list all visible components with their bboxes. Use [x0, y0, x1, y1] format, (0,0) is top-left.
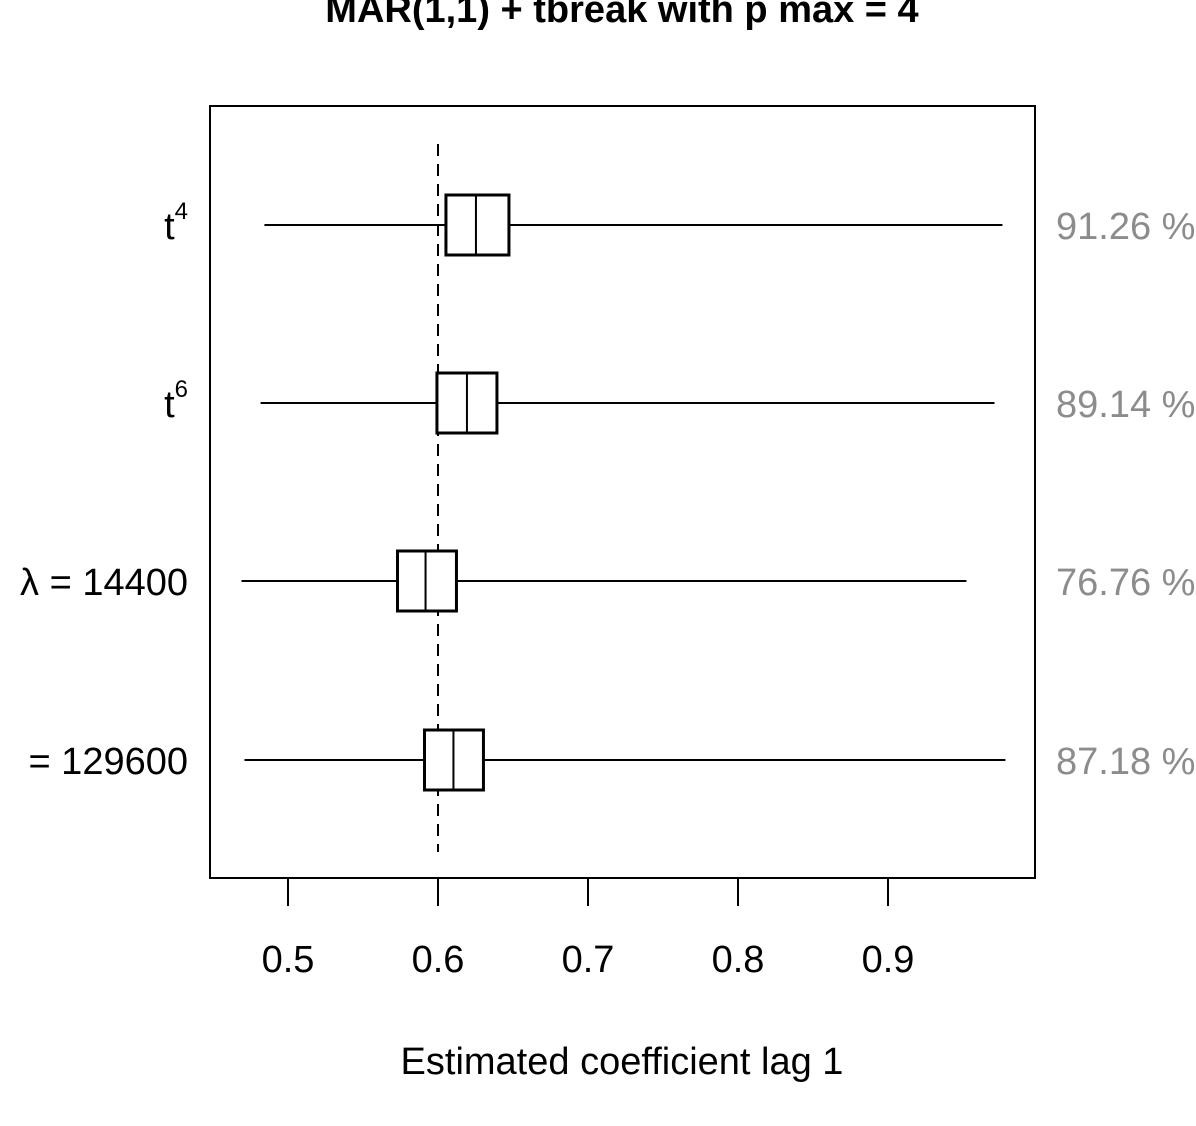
row-label: t4	[164, 198, 188, 248]
row-label-superscript: 6	[175, 376, 188, 403]
x-tick-label: 0.5	[262, 939, 315, 981]
row-label-base: = 129600	[28, 741, 188, 783]
x-tick-label: 0.8	[712, 939, 765, 981]
forest-row: t6 89.14 %	[164, 371, 1195, 435]
row-label: λ = 14400	[20, 562, 188, 604]
plot-frame	[209, 105, 1036, 879]
row-label-base: t	[164, 206, 175, 248]
row-percentage: 76.76 %	[1056, 562, 1195, 604]
row-percentage: 87.18 %	[1056, 741, 1195, 783]
forest-row: = 129600 87.18 %	[28, 728, 1195, 792]
row-label-base: λ = 14400	[20, 562, 188, 604]
estimate-box	[444, 193, 511, 257]
row-label-superscript: 4	[175, 198, 188, 225]
x-tick-label: 0.6	[412, 939, 465, 981]
x-axis-title: Estimated coefficient lag 1	[401, 1041, 844, 1083]
x-axis: 0.5 0.6 0.7 0.8 0.9	[262, 878, 915, 981]
row-percentage: 91.26 %	[1056, 206, 1195, 248]
row-label: t6	[164, 376, 188, 426]
row-percentage: 89.14 %	[1056, 384, 1195, 426]
rows-group: t4 91.26 %t6 89.14 %λ = 14400 76.76 %= 1296…	[20, 193, 1195, 792]
x-tick-label: 0.9	[862, 939, 915, 981]
chart-title: MAR(1,1) + tbreak with p max = 4	[325, 0, 918, 31]
row-label: = 129600	[28, 741, 188, 783]
forest-row: t4 91.26 %	[164, 193, 1195, 257]
row-label-base: t	[164, 384, 175, 426]
x-tick-label: 0.7	[562, 939, 615, 981]
forest-row: λ = 14400 76.76 %	[20, 549, 1195, 613]
estimate-box	[396, 549, 458, 613]
